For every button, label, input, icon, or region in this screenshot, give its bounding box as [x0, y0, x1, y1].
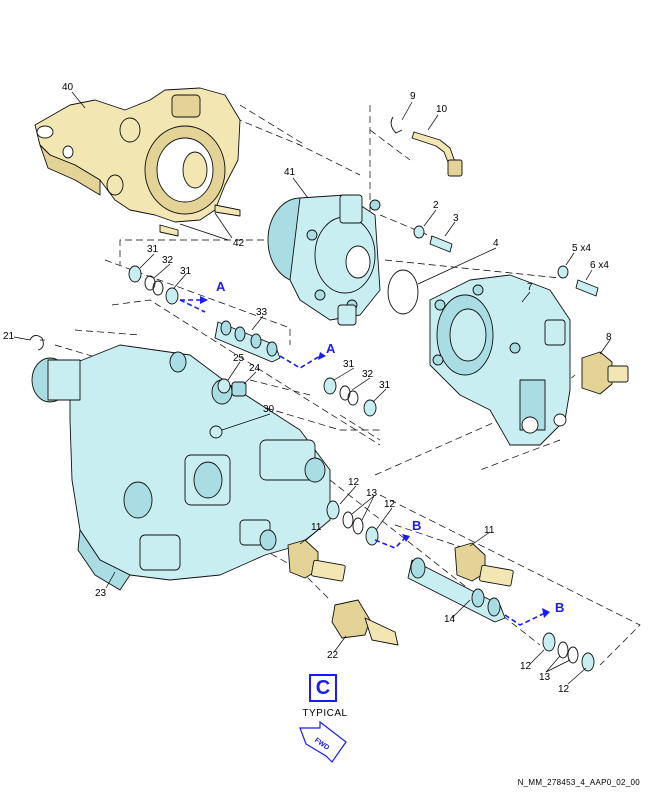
callout-13-b: 13 [539, 672, 551, 683]
callout-21: 21 [3, 331, 15, 342]
forward-direction-arrow: FWD [299, 720, 347, 763]
callout-13-a: 13 [366, 488, 378, 499]
tube-part-14 [407, 557, 506, 623]
housing-part-7 [429, 274, 571, 446]
seal-stack-31-32 [128, 265, 377, 417]
connector-part-22 [331, 599, 399, 646]
callout-24: 24 [249, 363, 261, 374]
callout-22: 22 [327, 650, 339, 661]
callout-30: 30 [263, 404, 275, 415]
pump-body-part-23 [31, 344, 331, 591]
flow-label-b-1: B [412, 518, 421, 533]
callout-11-b: 11 [484, 525, 495, 536]
callout-41: 41 [284, 167, 296, 178]
callout-31-d: 31 [379, 380, 391, 391]
fitting-part-11 [287, 539, 514, 587]
callout-23: 23 [95, 588, 107, 599]
callout-3: 3 [453, 213, 459, 224]
flow-label-b-2: B [555, 600, 564, 615]
callout-labels: 40 9 10 41 2 3 42 4 5 x4 6 x4 31 32 31 7… [3, 82, 612, 695]
pump-part-41 [267, 194, 381, 326]
callout-32-b: 32 [362, 369, 374, 380]
callout-32-a: 32 [162, 255, 174, 266]
callout-11-a: 11 [311, 522, 322, 533]
callout-12-d: 12 [558, 684, 570, 695]
callout-33: 33 [256, 307, 268, 318]
callout-10: 10 [436, 104, 448, 115]
callout-6: 6 x4 [590, 260, 609, 271]
callout-25: 25 [233, 353, 245, 364]
callout-42: 42 [233, 238, 245, 249]
fitting-part-8 [581, 351, 629, 395]
flow-label-a-1: A [216, 279, 226, 294]
flow-labels: A A B B [216, 279, 564, 615]
callout-7: 7 [527, 282, 533, 293]
flow-label-a-2: A [326, 341, 336, 356]
callout-9: 9 [410, 91, 416, 102]
callout-14: 14 [444, 614, 456, 625]
callout-8: 8 [606, 332, 612, 343]
callout-31-a: 31 [147, 244, 159, 255]
callout-2: 2 [433, 200, 439, 211]
callout-12-a: 12 [348, 477, 360, 488]
leader-lines [13, 91, 611, 685]
typical-caption: TYPICAL [302, 708, 348, 719]
callout-4: 4 [493, 238, 499, 249]
valve-part-33 [214, 320, 281, 363]
callout-12-c: 12 [520, 661, 532, 672]
document-id: N_MM_278453_4_AAP0_02_00 [517, 778, 640, 787]
pipe-part-10 [390, 116, 463, 177]
callout-12-b: 12 [384, 499, 396, 510]
o-ring-part-4 [387, 269, 419, 315]
bracket-part-40 [34, 87, 241, 237]
callout-31-b: 31 [180, 266, 192, 277]
callout-31-c: 31 [343, 359, 355, 370]
view-marker-c: C [309, 674, 337, 702]
callout-40: 40 [62, 82, 74, 93]
callout-5: 5 x4 [572, 243, 591, 254]
flow-arrows [179, 296, 550, 626]
fasteners [413, 225, 599, 297]
small-parts-21-24-25-30 [29, 335, 247, 439]
